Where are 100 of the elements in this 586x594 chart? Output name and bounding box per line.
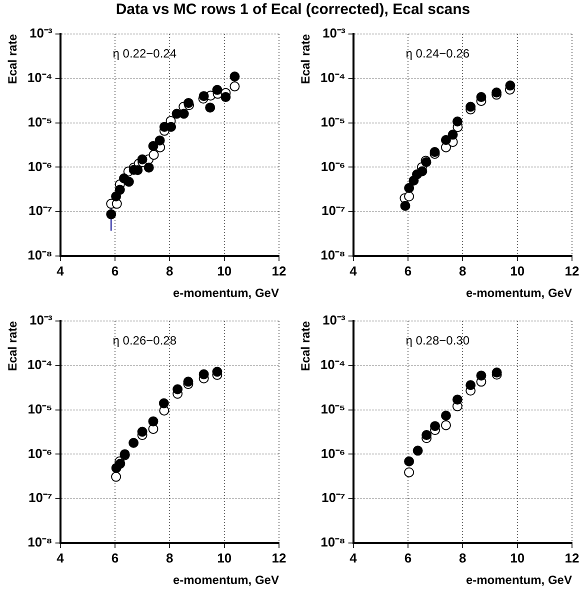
y-tick-label: 10⁻⁵ (28, 401, 52, 416)
point (476, 370, 486, 381)
annotation: η 0.22−0.24 (112, 46, 177, 60)
y-tick-label: 10⁻⁶ (320, 158, 346, 174)
point (198, 369, 209, 380)
y-tick-label: 10⁻⁷ (28, 490, 52, 506)
x-tick-label: 12 (564, 263, 580, 278)
y-axis-title: Ecal rate (298, 320, 313, 372)
point (230, 81, 240, 92)
point (448, 130, 458, 140)
point (440, 410, 451, 421)
x-tick-label: 10 (217, 263, 232, 278)
point (400, 200, 410, 211)
point (412, 446, 423, 456)
x-axis-title: e-momentum, GeV (172, 573, 279, 588)
x-tick-label: 4 (350, 263, 358, 278)
point (137, 426, 148, 437)
y-tick-label: 10⁻⁸ (320, 248, 346, 263)
point (404, 467, 414, 478)
x-axis-title: e-momentum, GeV (466, 573, 572, 588)
point (417, 166, 428, 176)
x-tick-label: 8 (459, 263, 466, 278)
point (154, 135, 165, 146)
point (137, 154, 148, 164)
y-tick-label: 10⁻³ (322, 312, 346, 328)
y-tick-label: 10⁻⁷ (28, 203, 52, 218)
point (404, 183, 414, 194)
y-tick-label: 10⁻³ (322, 26, 346, 41)
point (505, 80, 516, 91)
point (111, 472, 122, 482)
annotation: η 0.24−0.26 (406, 46, 470, 60)
point (220, 92, 231, 102)
point (452, 116, 462, 126)
point (172, 384, 183, 394)
point (115, 458, 126, 469)
point (404, 456, 414, 466)
annotation: η 0.26−0.28 (112, 333, 177, 348)
x-tick-label: 6 (111, 550, 119, 566)
y-tick-label: 10⁻⁶ (320, 446, 346, 461)
y-tick-label: 10⁻⁴ (320, 70, 346, 85)
y-tick-label: 10⁻⁸ (320, 534, 346, 550)
point (430, 421, 440, 432)
point (452, 394, 462, 405)
point (422, 430, 432, 440)
x-tick-label: 4 (350, 550, 358, 566)
point (114, 184, 125, 195)
point (178, 108, 189, 119)
y-tick-label: 10⁻⁷ (321, 490, 346, 506)
annotation: η 0.28−0.30 (406, 333, 470, 348)
point (440, 420, 451, 430)
point (148, 416, 158, 426)
y-tick-label: 10⁻³ (29, 26, 53, 41)
point (230, 72, 240, 82)
point (440, 134, 451, 145)
point (198, 91, 209, 102)
y-tick-label: 10⁻⁷ (321, 203, 346, 218)
x-tick-label: 10 (510, 263, 525, 278)
y-tick-label: 10⁻⁴ (27, 70, 52, 85)
x-axis-title: e-momentum, GeV (172, 286, 279, 300)
point (466, 102, 476, 112)
point (158, 398, 169, 408)
y-axis-title: Ecal rate (6, 34, 20, 84)
point (205, 102, 216, 113)
chart-title: Data vs MC rows 1 of Ecal (corrected), Ecal scans (114, 0, 472, 20)
x-tick-label: 12 (564, 550, 580, 566)
x-tick-label: 6 (111, 263, 119, 278)
point (148, 150, 159, 160)
y-tick-label: 10⁻⁵ (28, 114, 52, 130)
x-tick-label: 10 (217, 550, 232, 566)
y-tick-label: 10⁻⁴ (320, 356, 346, 372)
x-tick-label: 6 (404, 263, 412, 278)
point (106, 209, 116, 220)
point (183, 376, 194, 387)
point (212, 84, 222, 95)
y-tick-label: 10⁻⁵ (320, 114, 346, 130)
x-tick-label: 8 (459, 550, 466, 566)
x-tick-label: 12 (272, 263, 286, 278)
point (166, 122, 176, 132)
point (212, 366, 222, 377)
x-tick-label: 10 (510, 550, 525, 566)
y-tick-label: 10⁻⁸ (28, 534, 52, 550)
point (124, 176, 134, 187)
point (128, 438, 139, 448)
y-axis-title: Ecal rate (6, 320, 20, 372)
y-tick-label: 10⁻⁴ (27, 356, 52, 372)
x-tick-label: 4 (56, 550, 65, 566)
y-tick-label: 10⁻⁵ (320, 401, 346, 416)
point (148, 141, 158, 152)
x-tick-label: 12 (272, 550, 286, 566)
y-axis-title: Ecal rate (298, 34, 313, 84)
y-tick-label: 10⁻⁶ (28, 446, 52, 461)
y-tick-label: 10⁻³ (29, 312, 53, 328)
point (184, 98, 194, 108)
x-tick-label: 8 (166, 550, 174, 566)
point (466, 380, 476, 390)
y-tick-label: 10⁻⁸ (28, 248, 52, 263)
point (144, 162, 154, 173)
point (476, 92, 486, 102)
x-tick-label: 4 (56, 263, 65, 278)
y-tick-label: 10⁻⁶ (28, 158, 52, 174)
